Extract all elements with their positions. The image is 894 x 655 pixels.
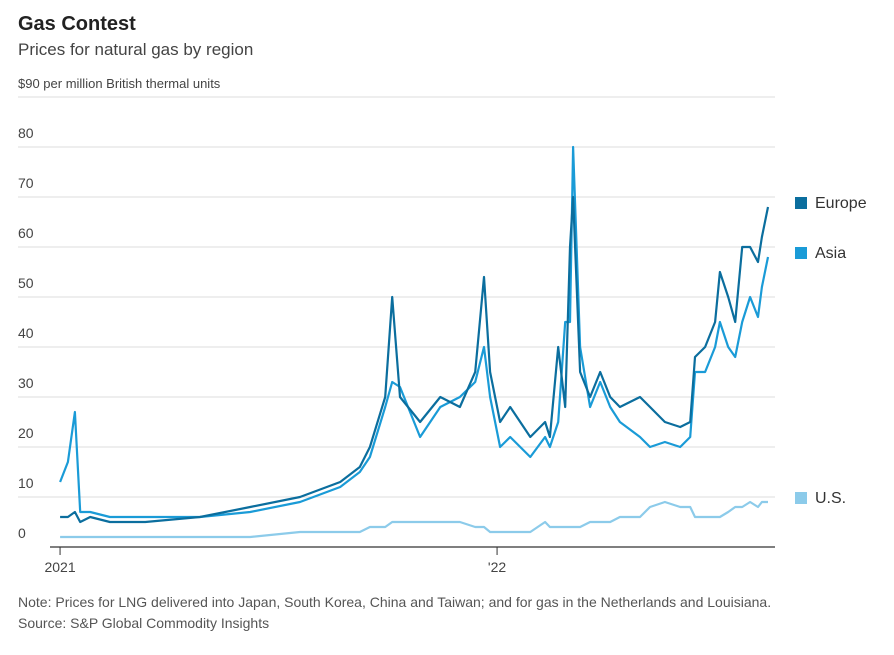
y-tick-label: 40	[18, 325, 34, 341]
legend-swatch	[795, 247, 807, 259]
y-tick-label: 60	[18, 225, 34, 241]
y-tick-label: 20	[18, 425, 34, 441]
x-tick-label: '22	[488, 559, 506, 575]
series-line	[60, 195, 770, 524]
chart-title: Gas Contest	[18, 13, 136, 35]
y-tick-label: 80	[18, 125, 34, 141]
source: Source: S&P Global Commodity Insights	[18, 615, 269, 631]
series-line	[59, 145, 770, 519]
legend-label: Asia	[815, 245, 846, 262]
legend-label: Europe	[815, 195, 867, 212]
y-tick-label: 30	[18, 375, 34, 391]
series-line	[60, 500, 768, 539]
y-tick-label: 50	[18, 275, 34, 291]
y-tick-label: $90 per million British thermal units	[18, 76, 221, 91]
y-tick-label: 70	[18, 175, 34, 191]
chart-subtitle: Prices for natural gas by region	[18, 40, 253, 59]
y-tick-label: 10	[18, 475, 34, 491]
note: Note: Prices for LNG delivered into Japa…	[18, 594, 771, 610]
x-tick-label: 2021	[44, 559, 75, 575]
y-tick-label: 0	[18, 525, 26, 541]
legend-swatch	[795, 492, 807, 504]
legend-label: U.S.	[815, 490, 846, 507]
legend-swatch	[795, 197, 807, 209]
